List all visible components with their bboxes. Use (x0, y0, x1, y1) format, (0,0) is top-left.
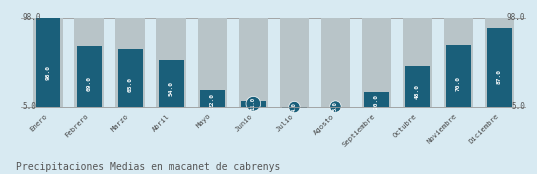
Text: 20.0: 20.0 (374, 94, 379, 109)
Bar (36, 18, 61, 107)
Bar (403, 18, 432, 107)
Text: 5.0: 5.0 (23, 102, 36, 111)
Bar (405, 66, 430, 107)
Text: 48.0: 48.0 (415, 84, 420, 98)
Bar (485, 18, 514, 107)
Text: 98.0: 98.0 (507, 13, 525, 22)
Bar (238, 18, 268, 107)
Bar (446, 45, 471, 107)
Text: Precipitaciones Medias en macanet de cabrenys: Precipitaciones Medias en macanet de cab… (16, 162, 280, 172)
Bar (198, 18, 227, 107)
Text: 65.0: 65.0 (128, 77, 133, 92)
Bar (75, 18, 104, 107)
Bar (280, 18, 309, 107)
Bar (156, 18, 186, 107)
Bar (364, 92, 389, 107)
Text: 22.0: 22.0 (210, 93, 215, 108)
Bar (200, 90, 224, 107)
Bar (118, 49, 142, 107)
Bar (362, 18, 391, 107)
Text: 5.0: 5.0 (333, 102, 338, 112)
Bar (159, 60, 184, 107)
Text: 98.0: 98.0 (46, 65, 50, 80)
Bar (115, 18, 145, 107)
Bar (444, 18, 473, 107)
Text: 70.0: 70.0 (456, 76, 461, 90)
Bar (321, 18, 350, 107)
Text: 4.0: 4.0 (292, 102, 297, 112)
Text: 54.0: 54.0 (169, 81, 174, 96)
Text: 69.0: 69.0 (86, 76, 92, 91)
Bar (282, 107, 307, 108)
Text: 5.0: 5.0 (512, 102, 525, 111)
Text: 98.0: 98.0 (23, 13, 41, 22)
Bar (77, 46, 101, 107)
Bar (33, 18, 63, 107)
Text: 11.0: 11.0 (251, 97, 256, 110)
Bar (487, 28, 512, 107)
Text: 87.0: 87.0 (497, 69, 502, 84)
Bar (241, 101, 266, 107)
